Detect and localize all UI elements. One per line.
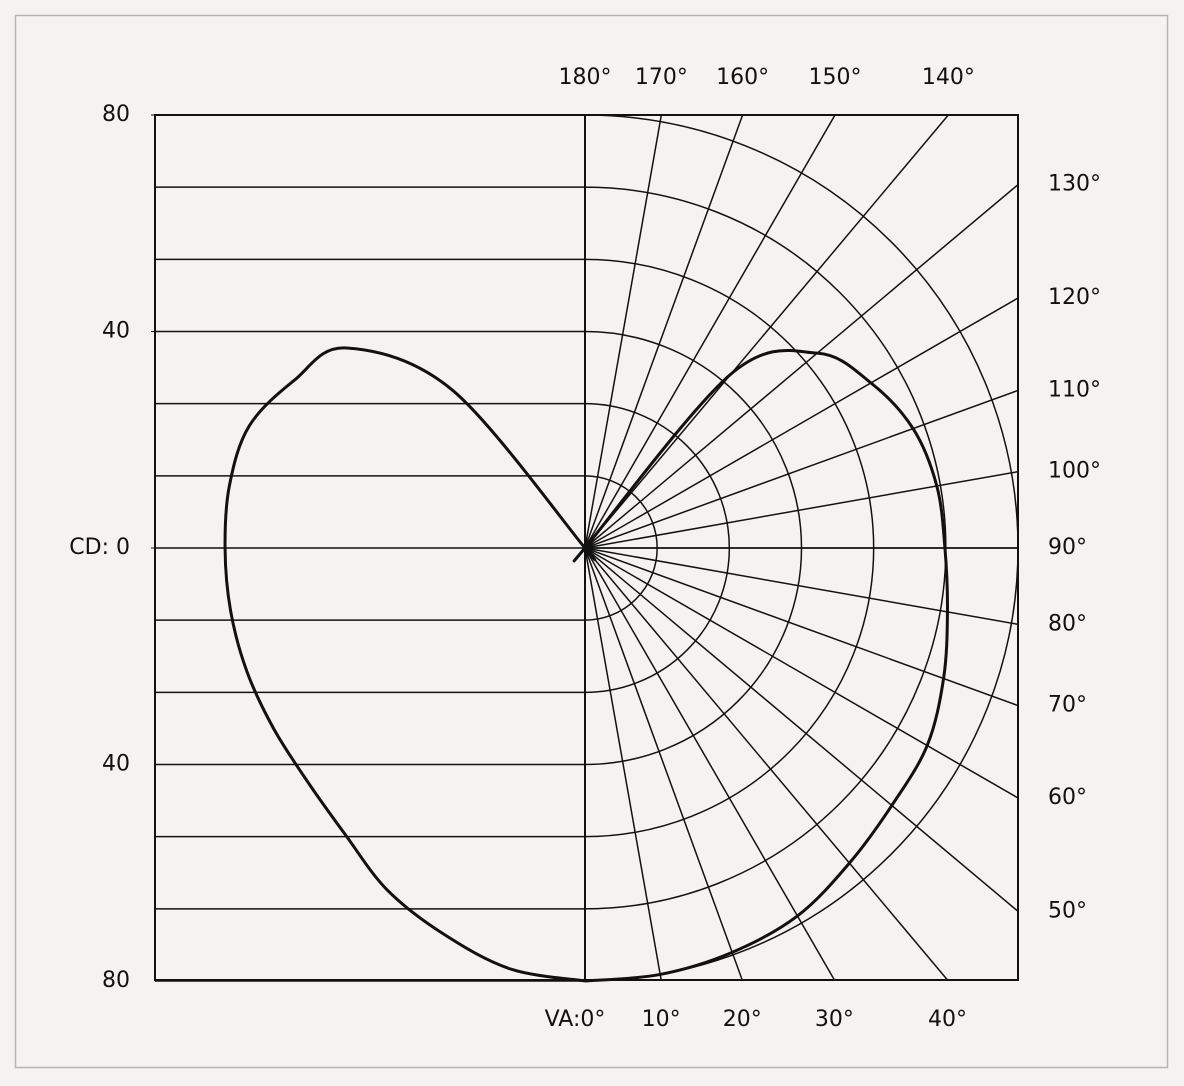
curves bbox=[223, 346, 949, 983]
grid-spoke bbox=[585, 547, 836, 980]
angle-label: 90° bbox=[1048, 535, 1087, 560]
grid-spoke bbox=[585, 297, 1018, 549]
grid-spoke bbox=[585, 115, 949, 549]
angle-label: 120° bbox=[1048, 285, 1101, 310]
angle-label: 180° bbox=[559, 65, 612, 90]
angle-label: VA:0° bbox=[545, 1007, 606, 1032]
grid-spoke bbox=[585, 389, 1018, 549]
grid-spoke bbox=[585, 115, 663, 549]
r-tick-label: 80 bbox=[102, 968, 130, 993]
angle-label: 160° bbox=[716, 65, 769, 90]
angle-label: 20° bbox=[723, 1007, 762, 1032]
grid-spoke bbox=[585, 115, 836, 549]
r-tick-label: 80 bbox=[102, 102, 130, 127]
angle-label: 40° bbox=[928, 1007, 967, 1032]
grid-spoke bbox=[585, 547, 1018, 912]
r-tick-label: 40 bbox=[102, 319, 130, 344]
angle-label: 80° bbox=[1048, 611, 1087, 636]
r-tick-label: 40 bbox=[102, 752, 130, 777]
angle-label: 170° bbox=[635, 65, 688, 90]
angle-label: 140° bbox=[922, 65, 975, 90]
grid-spoke bbox=[585, 547, 1018, 799]
angle-label: 30° bbox=[815, 1007, 854, 1032]
angle-label: 70° bbox=[1048, 693, 1087, 718]
grid-spoke bbox=[585, 115, 744, 549]
angle-label: 110° bbox=[1048, 377, 1101, 402]
grid-spoke bbox=[585, 547, 1018, 707]
angle-label: 50° bbox=[1048, 898, 1087, 923]
angle-label: 60° bbox=[1048, 785, 1087, 810]
grid-spoke bbox=[585, 547, 743, 980]
intensity-curve bbox=[223, 346, 597, 983]
grid-spoke bbox=[585, 470, 1018, 549]
grid-spoke bbox=[585, 547, 1018, 626]
r-tick-label: CD: 0 bbox=[69, 535, 130, 560]
angle-label: 130° bbox=[1048, 172, 1101, 197]
angle-label: 150° bbox=[808, 65, 861, 90]
angle-label: 100° bbox=[1048, 459, 1101, 484]
grid-spoke bbox=[585, 547, 949, 980]
grid-spoke bbox=[585, 547, 662, 980]
grid-spoke bbox=[585, 184, 1018, 549]
intensity-curve bbox=[572, 349, 949, 983]
angle-label: 10° bbox=[642, 1007, 681, 1032]
